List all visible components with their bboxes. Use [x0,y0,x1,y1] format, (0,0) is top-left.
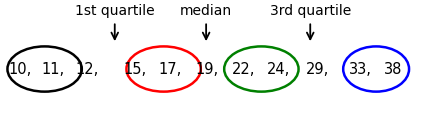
Text: 15,: 15, [124,62,147,77]
Text: 17,: 17, [159,62,181,77]
Text: 11,: 11, [42,62,65,77]
Text: median: median [180,4,232,18]
Text: 24,: 24, [267,62,290,77]
Text: 10,: 10, [9,62,32,77]
Text: 1st quartile: 1st quartile [75,4,155,18]
Text: 12,: 12, [76,62,99,77]
Text: 29,: 29, [306,62,329,77]
Text: 3rd quartile: 3rd quartile [269,4,351,18]
Text: 38: 38 [384,62,402,77]
Text: 22,: 22, [231,62,255,77]
Text: 33,: 33, [349,62,372,77]
Text: 19,: 19, [196,62,219,77]
